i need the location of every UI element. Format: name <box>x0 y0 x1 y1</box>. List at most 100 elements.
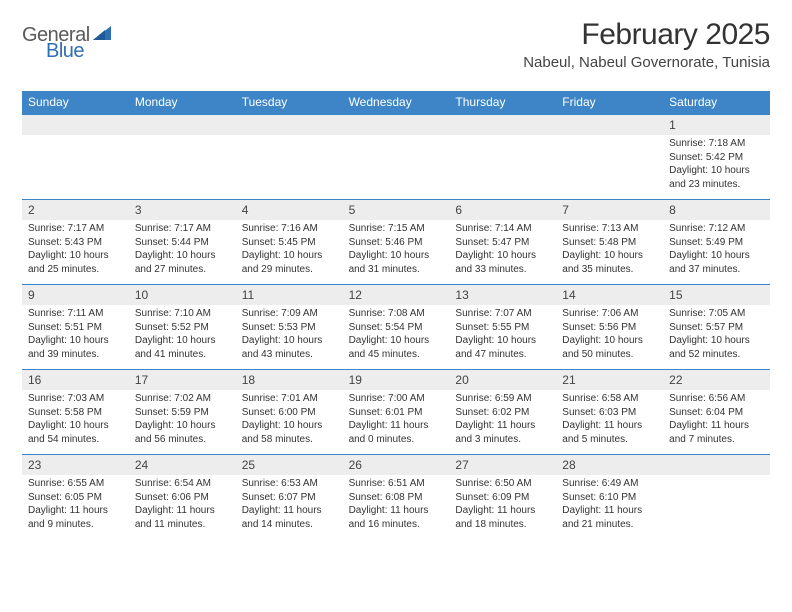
weekday-header: Sunday <box>22 91 129 114</box>
sunset-text: Sunset: 6:07 PM <box>242 491 337 505</box>
day-cell: Sunrise: 7:05 AMSunset: 5:57 PMDaylight:… <box>663 305 770 369</box>
daylight-text-1: Daylight: 11 hours <box>242 504 337 518</box>
day-cell: Sunrise: 6:50 AMSunset: 6:09 PMDaylight:… <box>449 475 556 539</box>
day-cell-empty <box>129 135 236 199</box>
day-number: 2 <box>22 200 129 220</box>
day-number: 6 <box>449 200 556 220</box>
daylight-text-1: Daylight: 10 hours <box>135 249 230 263</box>
sunrise-text: Sunrise: 6:56 AM <box>669 392 764 406</box>
day-number: 3 <box>129 200 236 220</box>
daylight-text-1: Daylight: 10 hours <box>455 249 550 263</box>
sunset-text: Sunset: 6:08 PM <box>349 491 444 505</box>
day-number: 10 <box>129 285 236 305</box>
brand-text-blue: Blue <box>46 40 84 62</box>
day-number: 22 <box>663 370 770 390</box>
sunrise-text: Sunrise: 6:53 AM <box>242 477 337 491</box>
weekday-header-row: SundayMondayTuesdayWednesdayThursdayFrid… <box>22 91 770 114</box>
daylight-text-2: and 3 minutes. <box>455 433 550 447</box>
day-cell-empty <box>22 135 129 199</box>
sunrise-text: Sunrise: 6:49 AM <box>562 477 657 491</box>
day-number: 1 <box>663 115 770 135</box>
sunset-text: Sunset: 5:44 PM <box>135 236 230 250</box>
day-cell-empty <box>449 135 556 199</box>
day-cell-empty <box>236 135 343 199</box>
daylight-text-1: Daylight: 11 hours <box>669 419 764 433</box>
daylight-text-1: Daylight: 11 hours <box>135 504 230 518</box>
sunset-text: Sunset: 5:53 PM <box>242 321 337 335</box>
sunrise-text: Sunrise: 7:06 AM <box>562 307 657 321</box>
daylight-text-1: Daylight: 10 hours <box>562 249 657 263</box>
daylight-text-2: and 52 minutes. <box>669 348 764 362</box>
daylight-text-1: Daylight: 10 hours <box>562 334 657 348</box>
sunrise-text: Sunrise: 7:18 AM <box>669 137 764 151</box>
sunrise-text: Sunrise: 7:13 AM <box>562 222 657 236</box>
daylight-text-1: Daylight: 11 hours <box>28 504 123 518</box>
day-cell: Sunrise: 7:10 AMSunset: 5:52 PMDaylight:… <box>129 305 236 369</box>
sunrise-text: Sunrise: 7:15 AM <box>349 222 444 236</box>
day-cell: Sunrise: 7:18 AMSunset: 5:42 PMDaylight:… <box>663 135 770 199</box>
day-cell: Sunrise: 7:11 AMSunset: 5:51 PMDaylight:… <box>22 305 129 369</box>
day-cell: Sunrise: 7:12 AMSunset: 5:49 PMDaylight:… <box>663 220 770 284</box>
daylight-text-1: Daylight: 10 hours <box>455 334 550 348</box>
daylight-text-2: and 0 minutes. <box>349 433 444 447</box>
day-cell: Sunrise: 7:14 AMSunset: 5:47 PMDaylight:… <box>449 220 556 284</box>
week-row: 9101112131415Sunrise: 7:11 AMSunset: 5:5… <box>22 284 770 369</box>
day-cell: Sunrise: 6:51 AMSunset: 6:08 PMDaylight:… <box>343 475 450 539</box>
sunrise-text: Sunrise: 7:17 AM <box>135 222 230 236</box>
daylight-text-1: Daylight: 10 hours <box>135 419 230 433</box>
daylight-text-1: Daylight: 10 hours <box>349 334 444 348</box>
sunset-text: Sunset: 6:06 PM <box>135 491 230 505</box>
sunrise-text: Sunrise: 6:54 AM <box>135 477 230 491</box>
sunset-text: Sunset: 5:59 PM <box>135 406 230 420</box>
brand-triangle-icon <box>92 25 112 46</box>
day-body-strip: Sunrise: 7:17 AMSunset: 5:43 PMDaylight:… <box>22 220 770 284</box>
day-cell: Sunrise: 7:07 AMSunset: 5:55 PMDaylight:… <box>449 305 556 369</box>
sunset-text: Sunset: 5:42 PM <box>669 151 764 165</box>
daylight-text-2: and 56 minutes. <box>135 433 230 447</box>
day-number-strip: 2345678 <box>22 200 770 220</box>
sunset-text: Sunset: 5:48 PM <box>562 236 657 250</box>
sunset-text: Sunset: 5:58 PM <box>28 406 123 420</box>
day-cell: Sunrise: 6:55 AMSunset: 6:05 PMDaylight:… <box>22 475 129 539</box>
weekday-header: Friday <box>556 91 663 114</box>
day-number <box>236 115 343 135</box>
day-number <box>129 115 236 135</box>
page-title: February 2025 <box>523 18 770 52</box>
daylight-text-1: Daylight: 11 hours <box>349 419 444 433</box>
week-row: 2345678Sunrise: 7:17 AMSunset: 5:43 PMDa… <box>22 199 770 284</box>
weeks-container: 1Sunrise: 7:18 AMSunset: 5:42 PMDaylight… <box>22 114 770 539</box>
day-number: 14 <box>556 285 663 305</box>
sunrise-text: Sunrise: 7:07 AM <box>455 307 550 321</box>
sunrise-text: Sunrise: 7:09 AM <box>242 307 337 321</box>
sunrise-text: Sunrise: 7:17 AM <box>28 222 123 236</box>
daylight-text-1: Daylight: 11 hours <box>349 504 444 518</box>
daylight-text-2: and 11 minutes. <box>135 518 230 532</box>
day-number: 28 <box>556 455 663 475</box>
day-number-strip: 232425262728 <box>22 455 770 475</box>
day-number: 5 <box>343 200 450 220</box>
weekday-header: Monday <box>129 91 236 114</box>
daylight-text-2: and 5 minutes. <box>562 433 657 447</box>
day-number: 11 <box>236 285 343 305</box>
sunset-text: Sunset: 5:55 PM <box>455 321 550 335</box>
calendar-page: General February 2025 Nabeul, Nabeul Gov… <box>0 0 792 539</box>
sunrise-text: Sunrise: 7:12 AM <box>669 222 764 236</box>
daylight-text-2: and 14 minutes. <box>242 518 337 532</box>
daylight-text-2: and 33 minutes. <box>455 263 550 277</box>
day-number: 21 <box>556 370 663 390</box>
day-number: 17 <box>129 370 236 390</box>
daylight-text-1: Daylight: 10 hours <box>242 419 337 433</box>
day-cell-empty <box>556 135 663 199</box>
daylight-text-2: and 23 minutes. <box>669 178 764 192</box>
daylight-text-2: and 39 minutes. <box>28 348 123 362</box>
sunset-text: Sunset: 5:54 PM <box>349 321 444 335</box>
day-cell: Sunrise: 7:08 AMSunset: 5:54 PMDaylight:… <box>343 305 450 369</box>
day-number: 12 <box>343 285 450 305</box>
week-row: 1Sunrise: 7:18 AMSunset: 5:42 PMDaylight… <box>22 114 770 199</box>
day-number: 24 <box>129 455 236 475</box>
daylight-text-1: Daylight: 10 hours <box>669 164 764 178</box>
day-cell: Sunrise: 7:15 AMSunset: 5:46 PMDaylight:… <box>343 220 450 284</box>
sunset-text: Sunset: 6:03 PM <box>562 406 657 420</box>
day-number-strip: 9101112131415 <box>22 285 770 305</box>
day-number: 26 <box>343 455 450 475</box>
